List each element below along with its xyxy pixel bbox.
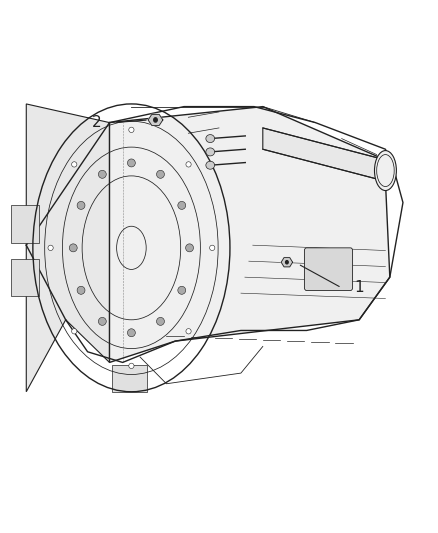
Ellipse shape bbox=[129, 127, 134, 133]
Polygon shape bbox=[263, 128, 385, 181]
Text: 2: 2 bbox=[92, 115, 101, 130]
Ellipse shape bbox=[77, 286, 85, 294]
Ellipse shape bbox=[127, 329, 135, 337]
Ellipse shape bbox=[186, 329, 191, 334]
FancyBboxPatch shape bbox=[112, 365, 147, 392]
FancyBboxPatch shape bbox=[11, 259, 39, 296]
FancyBboxPatch shape bbox=[11, 205, 39, 243]
Ellipse shape bbox=[127, 159, 135, 167]
Ellipse shape bbox=[206, 161, 215, 169]
Ellipse shape bbox=[178, 201, 186, 209]
Ellipse shape bbox=[186, 244, 194, 252]
Ellipse shape bbox=[129, 363, 134, 368]
Polygon shape bbox=[148, 115, 163, 125]
Ellipse shape bbox=[77, 201, 85, 209]
Polygon shape bbox=[26, 104, 110, 392]
Ellipse shape bbox=[99, 171, 106, 179]
Ellipse shape bbox=[48, 245, 53, 251]
Ellipse shape bbox=[186, 161, 191, 167]
Polygon shape bbox=[281, 257, 293, 267]
Ellipse shape bbox=[374, 150, 396, 191]
Ellipse shape bbox=[206, 134, 215, 142]
Ellipse shape bbox=[209, 245, 215, 251]
Ellipse shape bbox=[72, 329, 77, 334]
Ellipse shape bbox=[206, 148, 215, 156]
Circle shape bbox=[154, 118, 157, 122]
Circle shape bbox=[286, 261, 288, 264]
Ellipse shape bbox=[99, 317, 106, 325]
FancyBboxPatch shape bbox=[304, 248, 353, 290]
Ellipse shape bbox=[72, 161, 77, 167]
Polygon shape bbox=[110, 107, 390, 362]
Ellipse shape bbox=[156, 317, 164, 325]
Ellipse shape bbox=[156, 171, 164, 179]
Ellipse shape bbox=[69, 244, 77, 252]
Text: 1: 1 bbox=[354, 280, 364, 295]
Ellipse shape bbox=[178, 286, 186, 294]
